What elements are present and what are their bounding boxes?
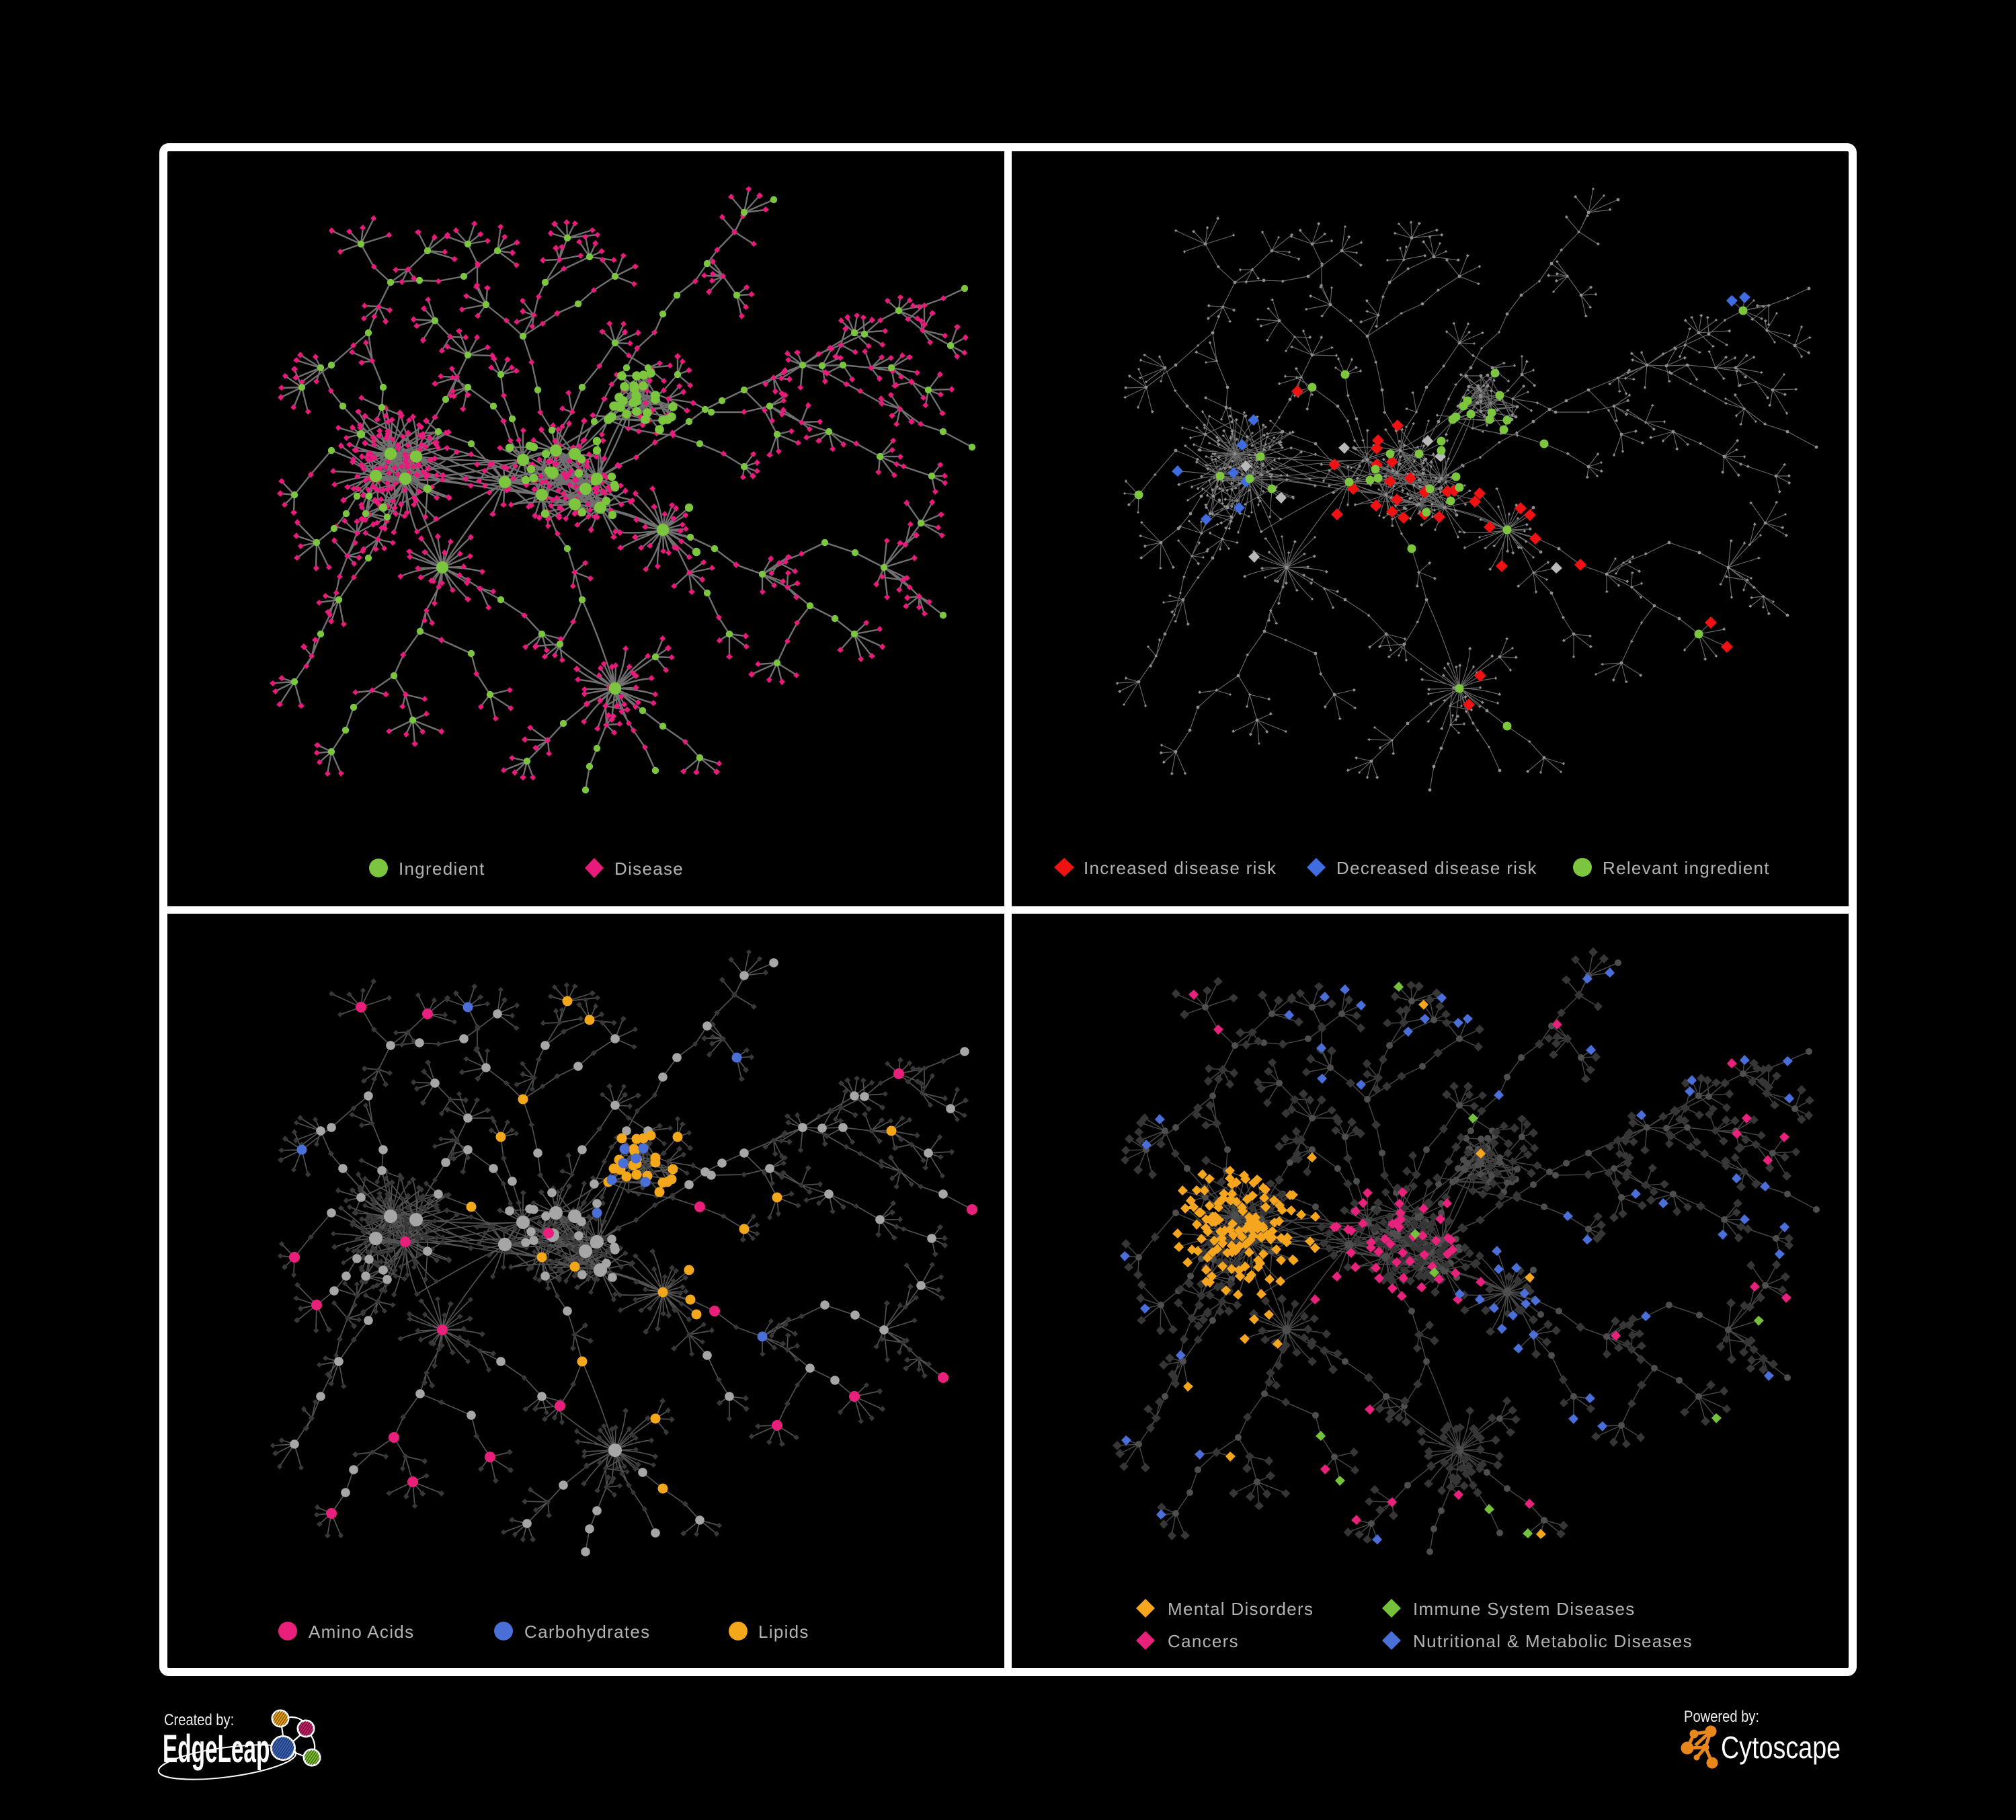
svg-text:Created by:: Created by: <box>164 1710 234 1729</box>
svg-text:Decreased disease risk: Decreased disease risk <box>1336 858 1537 878</box>
svg-text:Disease: Disease <box>614 859 684 879</box>
svg-text:Mental Disorders: Mental Disorders <box>1168 1599 1314 1619</box>
svg-text:Powered by:: Powered by: <box>1684 1707 1759 1725</box>
svg-text:Cytoscape: Cytoscape <box>1721 1730 1841 1764</box>
svg-text:Cancers: Cancers <box>1168 1631 1239 1651</box>
svg-text:Lipids: Lipids <box>758 1622 809 1642</box>
svg-text:Ingredient: Ingredient <box>399 859 485 879</box>
svg-text:EdgeLeap: EdgeLeap <box>163 1728 270 1772</box>
svg-text:Carbohydrates: Carbohydrates <box>524 1622 650 1642</box>
svg-text:Increased disease risk: Increased disease risk <box>1084 858 1277 878</box>
svg-text:Relevant ingredient: Relevant ingredient <box>1603 858 1770 878</box>
svg-text:Immune System Diseases: Immune System Diseases <box>1413 1599 1636 1619</box>
svg-text:Amino Acids: Amino Acids <box>309 1622 414 1642</box>
svg-text:Nutritional & Metabolic Diseas: Nutritional & Metabolic Diseases <box>1413 1631 1693 1651</box>
